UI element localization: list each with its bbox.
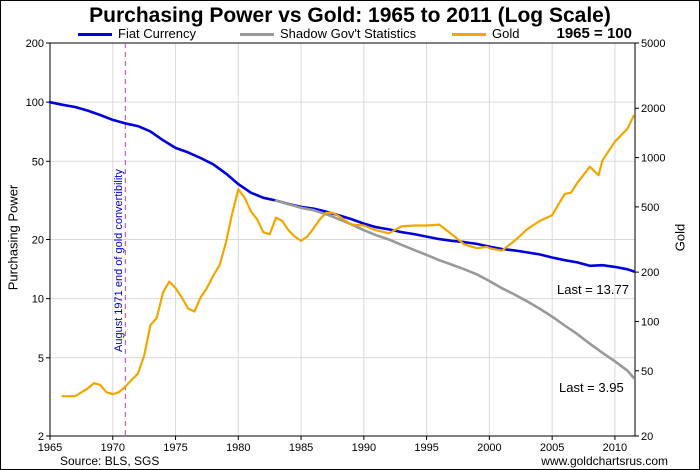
- x-tick-label: 1985: [289, 442, 313, 454]
- y-left-tick-label: 20: [32, 235, 44, 247]
- y-right-tick-label: 1000: [641, 153, 665, 165]
- website-note: www.goldchartsrus.com: [541, 454, 668, 468]
- x-tick-label: 2000: [477, 442, 501, 454]
- legend-label-fiat: Fiat Currency: [118, 26, 197, 41]
- series-line-gold: [61, 114, 635, 398]
- legend-item-shadow: Shadow Gov't Statistics: [240, 26, 416, 42]
- annotation-gold-convertibility: August 1971 end of gold convertibility: [113, 169, 125, 352]
- y-right-tick-label: 2000: [641, 103, 665, 115]
- legend-item-fiat: Fiat Currency: [78, 26, 196, 42]
- legend-label-shadow: Shadow Gov't Statistics: [280, 26, 417, 41]
- y-right-tick-label: 500: [641, 202, 659, 214]
- legend-swatch-fiat: [78, 33, 112, 37]
- y-left-tick-label: 2: [38, 431, 44, 443]
- y-right-tick-label: 200: [641, 267, 659, 279]
- y-left-tick-label: 100: [26, 97, 44, 109]
- annotation-last-shadow: Last = 3.95: [559, 380, 624, 395]
- series-layer: [48, 100, 636, 398]
- legend-label-gold: Gold: [492, 26, 520, 41]
- y-left-tick-label: 50: [32, 156, 44, 168]
- legend-swatch-gold: [452, 33, 486, 37]
- plot-border: [49, 42, 636, 437]
- x-tick-label: 1965: [38, 442, 62, 454]
- y-right-tick-label: 50: [641, 366, 653, 378]
- y-left-tick-label: 200: [26, 38, 44, 50]
- y-right-tick-label: 100: [641, 316, 659, 328]
- series-line-fiat-currency: [48, 100, 636, 273]
- x-tick-label: 1970: [101, 442, 125, 454]
- y-left-tick-label: 10: [32, 294, 44, 306]
- legend-swatch-shadow: [240, 33, 274, 37]
- chart-title: Purchasing Power vs Gold: 1965 to 2011 (…: [89, 4, 611, 27]
- axis-layer: 1965 1970 1975 1980 1985 1990 1995 2000 2005 2010…: [26, 38, 666, 454]
- annotation-last-fiat: Last = 13.77: [557, 282, 629, 297]
- y-left-tick-label: 5: [38, 353, 44, 365]
- legend-item-gold: Gold: [452, 26, 519, 42]
- x-tick-label: 1980: [226, 442, 250, 454]
- x-tick-label: 1995: [414, 442, 438, 454]
- source-note: Source: BLS, SGS: [60, 454, 160, 468]
- y-right-tick-label: 20: [641, 431, 653, 443]
- grid-layer: [49, 42, 635, 437]
- x-tick-label: 1975: [163, 442, 187, 454]
- base-note: 1965 = 100: [556, 25, 633, 42]
- x-tick-label: 1990: [352, 442, 376, 454]
- x-tick-label: 2010: [603, 442, 627, 454]
- series-line-shadow-gov-t-statistics: [274, 199, 636, 380]
- x-tick-label: 2005: [540, 442, 564, 454]
- y-right-tick-label: 5000: [641, 38, 665, 50]
